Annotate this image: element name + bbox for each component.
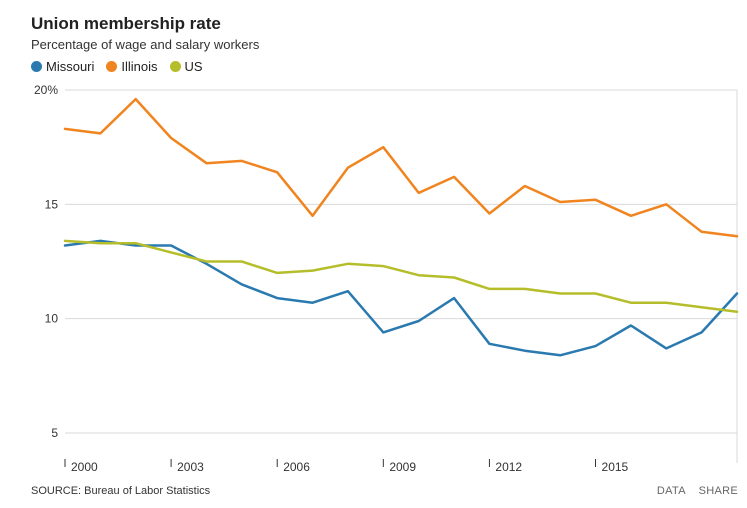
x-tick-label: 2000 <box>71 460 98 474</box>
y-tick-label: 20% <box>34 83 58 97</box>
y-tick-label: 15 <box>45 197 59 211</box>
y-tick-label: 10 <box>45 312 59 326</box>
legend: Missouri Illinois US <box>31 59 215 74</box>
legend-dot-us <box>169 61 181 72</box>
x-tick-label: 2015 <box>602 460 629 474</box>
legend-label-missouri: Missouri <box>46 59 95 74</box>
share-link[interactable]: SHARE <box>698 485 738 497</box>
x-tick-label: 2009 <box>389 460 416 474</box>
legend-dot-illinois <box>106 61 118 72</box>
legend-label-illinois: Illinois <box>121 59 158 74</box>
x-tick-label: 2012 <box>495 460 522 474</box>
legend-label-us: US <box>184 59 203 74</box>
legend-item-illinois[interactable]: Illinois <box>106 59 158 74</box>
x-tick-label: 2006 <box>283 460 310 474</box>
data-link[interactable]: DATA <box>656 485 686 497</box>
legend-item-us[interactable]: US <box>169 59 203 74</box>
footer-links: DATA SHARE <box>647 485 738 497</box>
source-note: SOURCE: Bureau of Labor Statistics <box>31 485 211 497</box>
series-line-us <box>63 239 739 314</box>
legend-dot-missouri <box>31 61 42 72</box>
x-tick-label: 2003 <box>177 460 204 474</box>
legend-item-missouri[interactable]: Missouri <box>31 59 94 74</box>
chart-title: Union membership rate <box>31 14 221 33</box>
chart-subtitle: Percentage of wage and salary workers <box>31 37 260 52</box>
series-line-illinois <box>63 97 739 238</box>
series-line-missouri <box>63 239 739 357</box>
y-tick-label: 5 <box>51 426 58 440</box>
